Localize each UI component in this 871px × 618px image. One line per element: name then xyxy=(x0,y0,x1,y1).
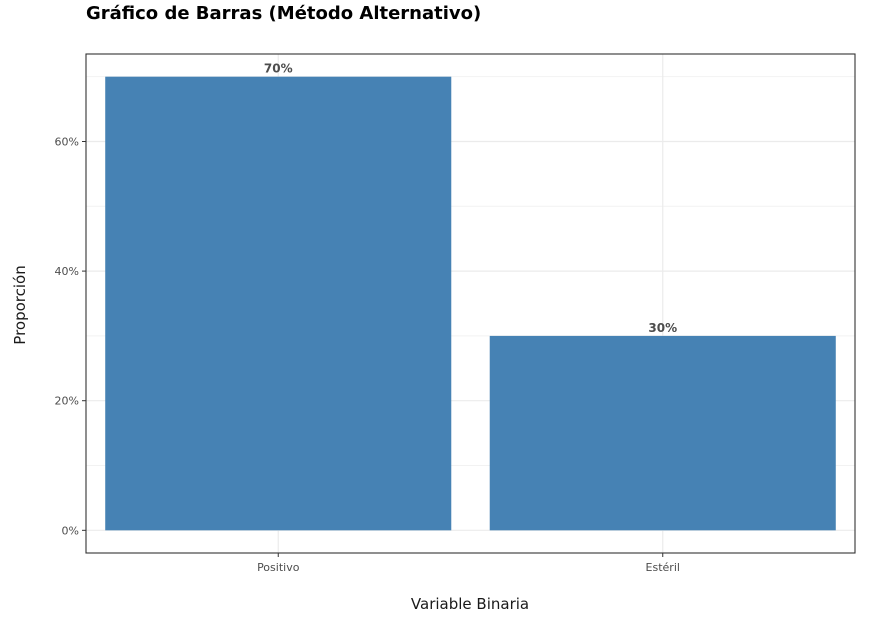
x-axis-title: Variable Binaria xyxy=(411,595,529,613)
bars xyxy=(105,76,836,531)
y-tick-label: 40% xyxy=(55,265,79,278)
bar-positivo xyxy=(105,76,452,531)
x-axis: Positivo Estéril xyxy=(257,553,680,574)
y-axis: 0% 20% 40% 60% xyxy=(55,135,86,537)
bar-estéril xyxy=(489,335,836,531)
y-tick-label: 60% xyxy=(55,135,79,148)
data-labels: 70% 30% xyxy=(264,62,677,335)
panel-border xyxy=(85,53,856,554)
chart-title: Gráfico de Barras (Método Alternativo) xyxy=(86,3,481,24)
y-tick-label: 20% xyxy=(55,395,79,408)
y-tick-label: 0% xyxy=(62,524,79,537)
data-label: 30% xyxy=(648,321,677,335)
data-label: 70% xyxy=(264,62,293,76)
y-axis-title: Proporción xyxy=(11,265,29,344)
x-tick-label: Positivo xyxy=(257,561,300,574)
x-tick-label: Estéril xyxy=(646,561,680,574)
